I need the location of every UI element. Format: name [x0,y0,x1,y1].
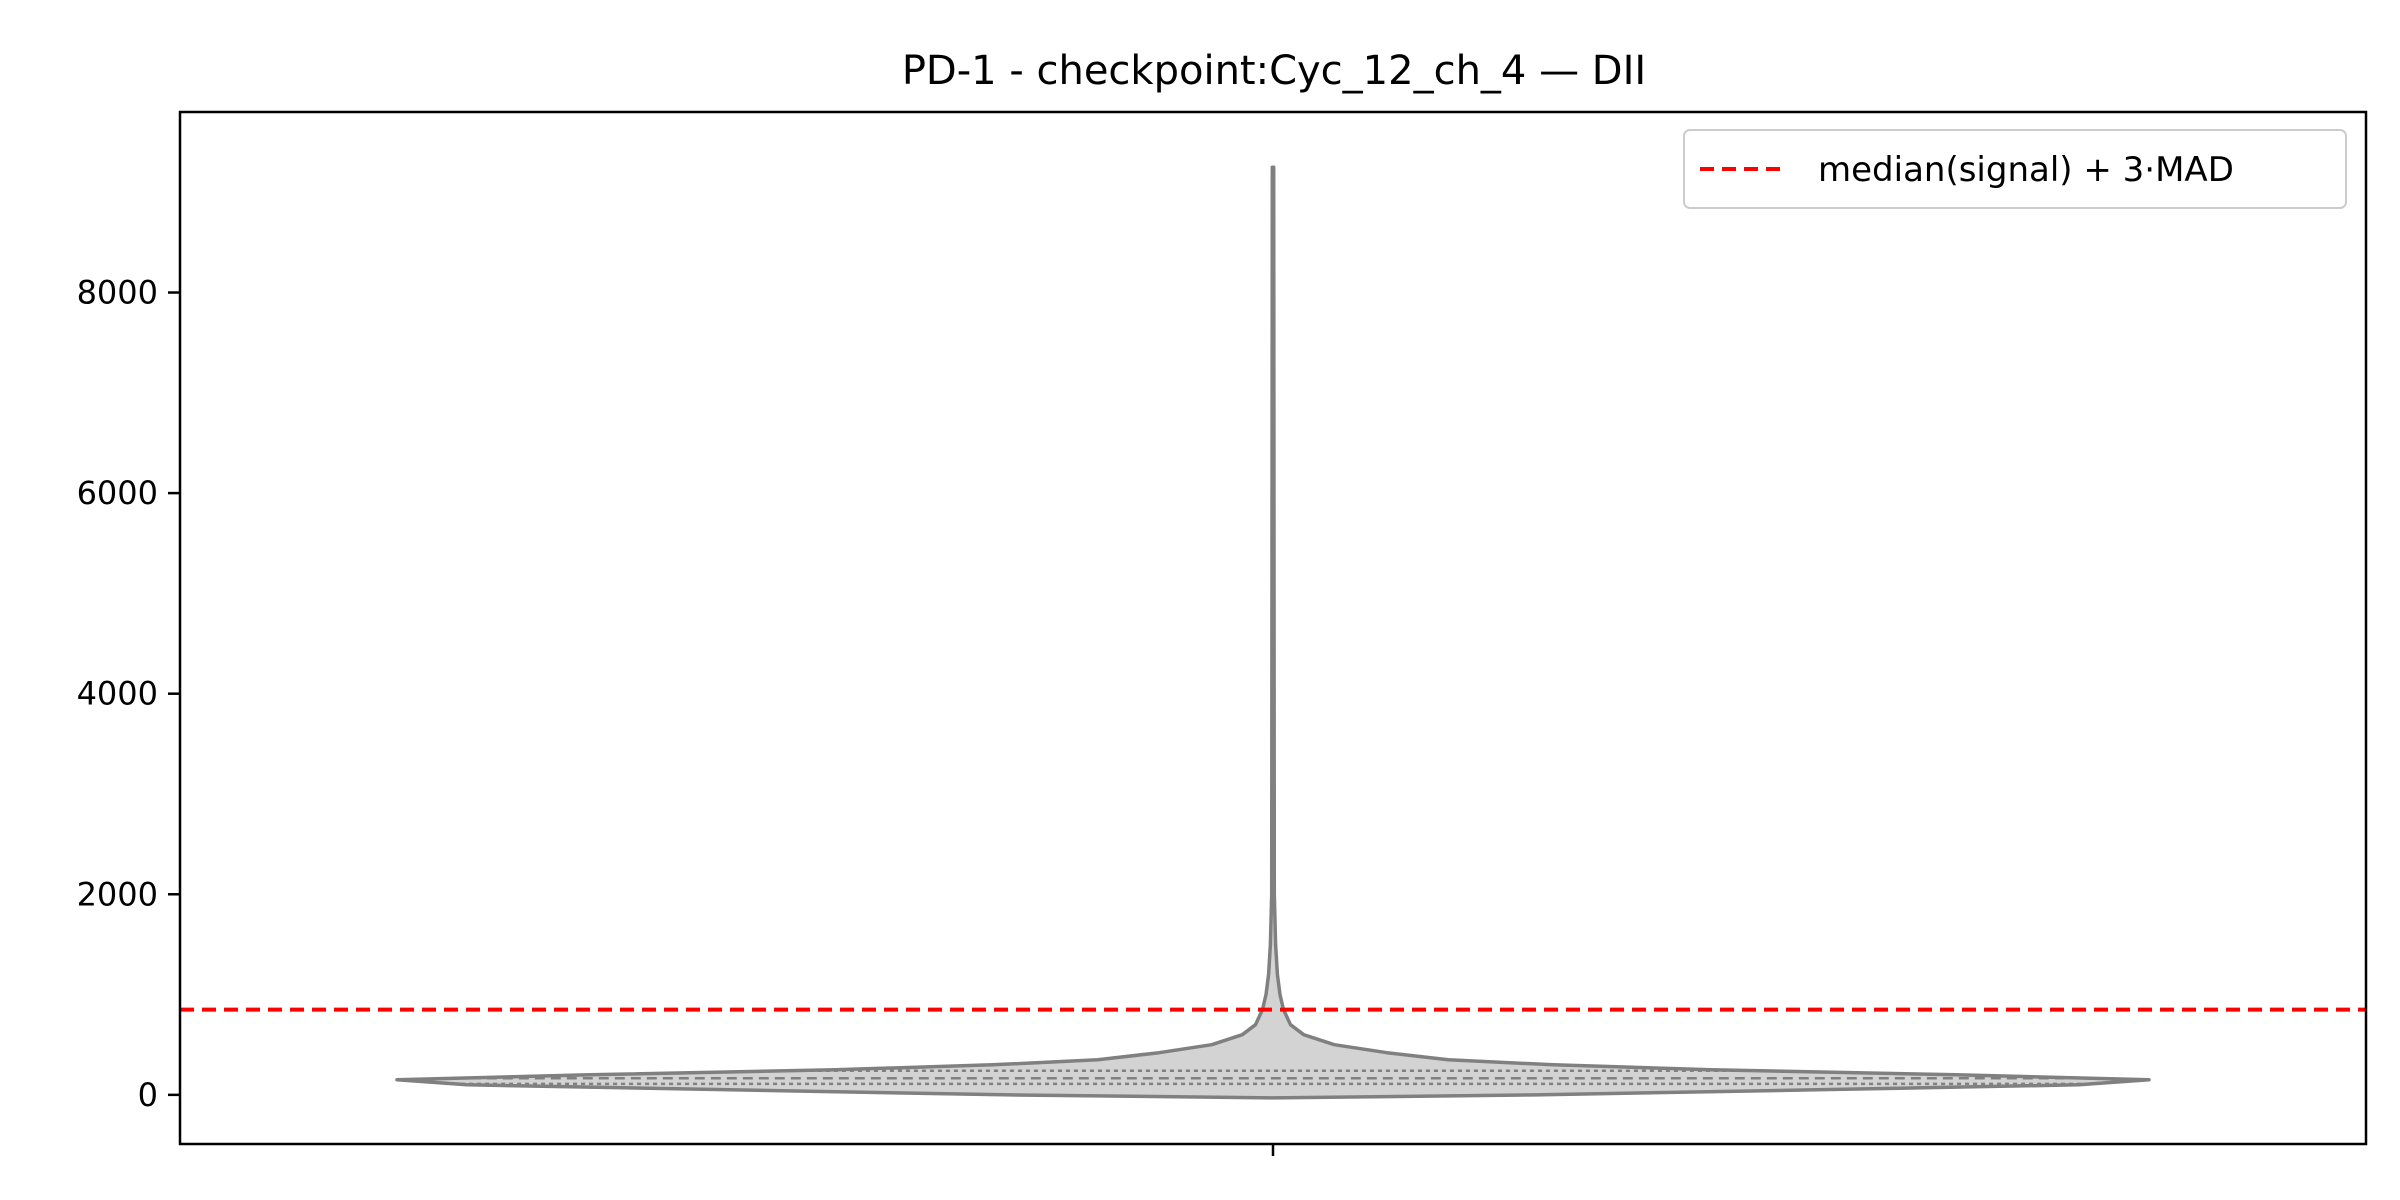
y-tick-label: 0 [138,1076,158,1114]
legend-label-threshold: median(signal) + 3·MAD [1818,150,2234,190]
axes: 0 2000 4000 6000 8000 [77,110,2368,1156]
y-tick-label: 4000 [77,675,158,713]
chart-title: PD-1 - checkpoint:Cyc_12_ch_4 — DII [902,48,1646,94]
legend: median(signal) + 3·MAD [1683,129,2347,209]
plot-area [180,165,2366,1100]
y-tick-label: 6000 [77,474,158,512]
y-tick-label: 8000 [77,274,158,312]
legend-frame [1683,129,2347,209]
y-tick-label: 2000 [77,875,158,913]
violin-body [395,165,2151,1100]
